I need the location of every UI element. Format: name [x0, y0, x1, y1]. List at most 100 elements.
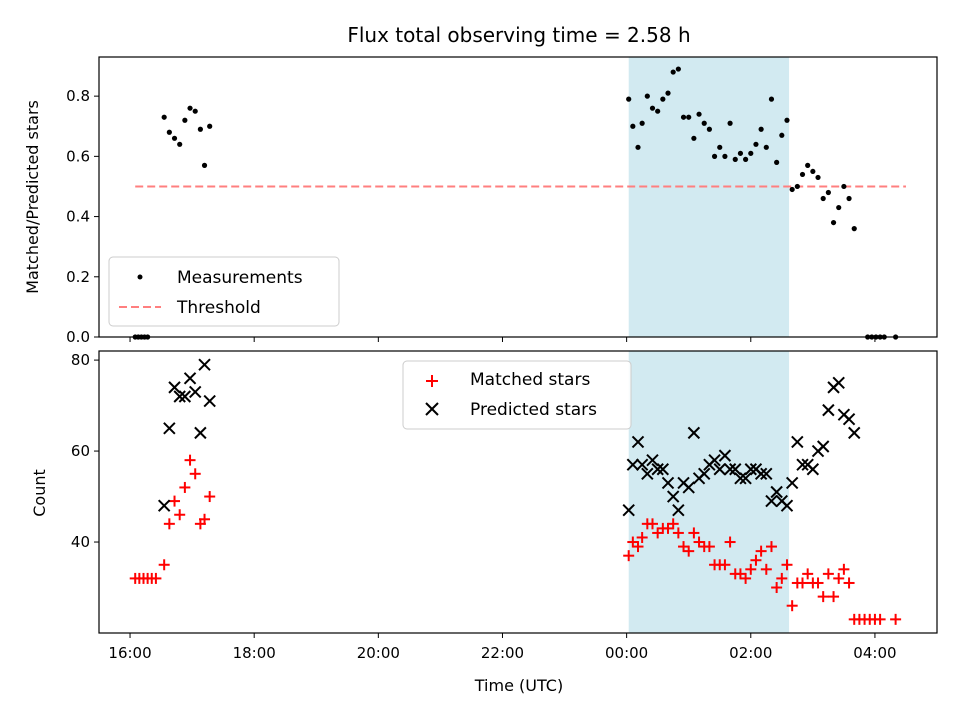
predicted-stars-point	[796, 458, 809, 471]
predicted-stars-point	[183, 372, 197, 385]
bottom-plot-marks	[129, 358, 902, 625]
matched-stars-point	[838, 563, 850, 575]
measurement-point	[841, 183, 847, 190]
matched-stars-point	[623, 550, 635, 562]
legend-label-threshold: Threshold	[176, 298, 261, 318]
matched-stars-point	[189, 468, 201, 480]
y-tick-label: 0.4	[66, 208, 90, 226]
predicted-stars-point	[626, 458, 640, 471]
predicted-stars-point	[661, 476, 675, 490]
predicted-stars-point	[729, 463, 742, 476]
matched-stars-point	[822, 568, 834, 580]
x-tick-label: 16:00	[108, 644, 151, 662]
x-tick-label: 02:00	[729, 644, 772, 662]
measurement-point	[635, 144, 641, 150]
measurement-point	[649, 105, 656, 111]
predicted-stars-point	[656, 463, 670, 476]
measurement-point	[706, 126, 712, 132]
predicted-stars-point	[723, 463, 737, 476]
measurement-point	[784, 117, 790, 123]
measurement-point	[630, 123, 636, 129]
chart-title: Flux total observing time = 2.58 h	[347, 23, 690, 47]
legend-label-matched: Matched stars	[470, 370, 590, 390]
measurement-point	[686, 114, 692, 120]
measurement-point	[789, 186, 795, 193]
measurement-point	[655, 108, 661, 114]
measurement-point	[820, 195, 826, 202]
top-plot-marks	[132, 66, 906, 340]
predicted-stars-point	[842, 413, 856, 426]
measurement-point	[846, 195, 852, 202]
measurement-point	[711, 153, 718, 159]
matched-stars-point	[786, 600, 798, 612]
measurement-point	[644, 93, 650, 99]
predicted-stars-point	[672, 503, 685, 517]
measurement-point	[851, 226, 857, 232]
matched-stars-point	[760, 563, 772, 575]
top-legend-frame	[108, 256, 340, 327]
measurement-point	[799, 171, 806, 178]
measurement-point	[171, 135, 178, 141]
predicted-stars-point	[622, 503, 635, 517]
predicted-stars-point	[203, 394, 216, 408]
top-plot-frame	[98, 56, 938, 338]
matched-stars-point	[828, 591, 840, 603]
measurement-point	[794, 183, 800, 190]
matched-stars-point	[797, 577, 809, 589]
measurement-point	[665, 90, 671, 96]
predicted-stars-point	[631, 435, 645, 449]
predicted-stars-point	[780, 499, 794, 512]
measurement-point	[717, 144, 723, 150]
predicted-stars-point	[734, 472, 747, 485]
matched-stars-point	[817, 591, 829, 603]
matched-stars-point	[890, 613, 902, 625]
top-x-ticks	[129, 337, 876, 342]
measurement-point	[660, 96, 666, 102]
predicted-stars-point	[754, 467, 768, 481]
measurement-point	[201, 162, 208, 168]
measurement-point	[810, 168, 816, 175]
x-tick-label: 18:00	[233, 644, 276, 662]
predicted-stars-point	[687, 426, 701, 440]
predicted-stars-point	[744, 463, 757, 476]
measurement-point	[197, 126, 203, 132]
matched-stars-point	[150, 572, 162, 584]
matched-stars-point	[755, 545, 767, 557]
predicted-stars-point	[832, 376, 845, 390]
y-tick-label: 0.6	[66, 147, 90, 165]
measurement-point	[639, 120, 645, 126]
measurement-point	[727, 120, 733, 126]
top-legend: Measurements Threshold	[108, 256, 340, 327]
matched-stars-point	[683, 545, 695, 557]
matched-stars-point	[204, 491, 216, 503]
x-tick-label: 00:00	[605, 644, 648, 662]
matched-stars-point	[646, 518, 658, 530]
measurement-point	[680, 114, 687, 120]
predicted-stars-point	[806, 463, 820, 476]
measurement-point	[743, 156, 749, 162]
matched-stars-point	[672, 527, 684, 539]
predicted-stars-point	[646, 453, 659, 467]
matched-stars-point	[163, 518, 175, 530]
measurement-point	[696, 111, 702, 117]
predicted-stars-point	[785, 476, 799, 490]
bottom-plot-frame	[98, 350, 938, 634]
x-tick-label: 04:00	[853, 644, 896, 662]
matched-stars-point	[771, 582, 783, 594]
matched-stars-point	[174, 509, 186, 521]
measurement-point	[701, 120, 707, 126]
predicted-stars-point	[189, 385, 202, 399]
predicted-stars-point	[666, 490, 680, 503]
matched-stars-point	[765, 541, 777, 553]
measurement-point	[774, 159, 780, 165]
legend-marker-matched	[426, 375, 438, 387]
y-tick-label: 80	[71, 351, 90, 369]
y-tick-label: 0.2	[66, 268, 90, 286]
measurement-point	[758, 126, 764, 132]
predicted-stars-point	[178, 390, 192, 403]
measurement-point	[825, 189, 831, 196]
measurement-point	[836, 204, 842, 211]
predicted-stars-point	[682, 481, 695, 494]
top-y-axis-label: Matched/Predicted stars	[23, 100, 42, 294]
